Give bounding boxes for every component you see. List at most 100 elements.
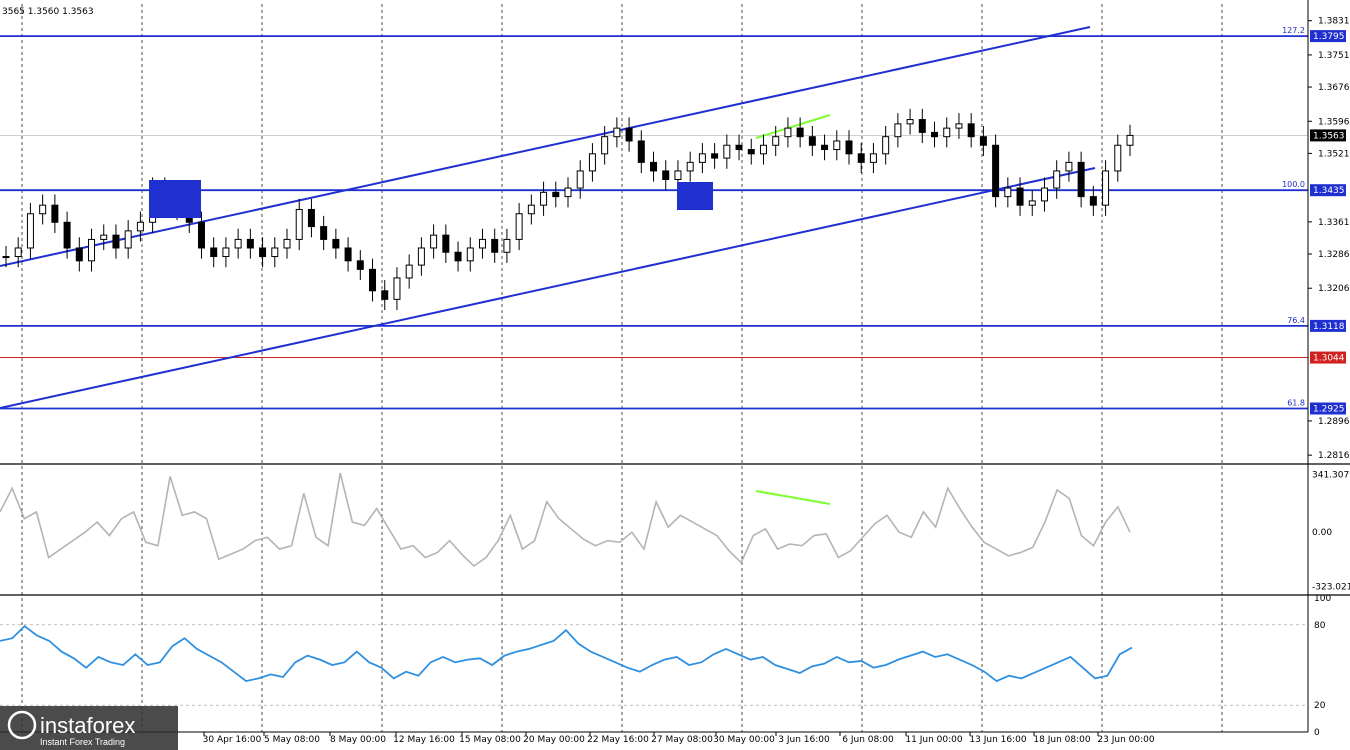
candle-body bbox=[430, 234, 438, 249]
candle-body bbox=[14, 247, 22, 258]
x-tick-label: 22 May 16:00 bbox=[587, 735, 649, 745]
fib-label: 61.8 bbox=[1287, 398, 1305, 407]
candle-body bbox=[735, 144, 743, 151]
level-tag-bg bbox=[1310, 402, 1346, 415]
y-tick-label: 1.3286 bbox=[1318, 250, 1350, 260]
x-tick-label: 23 Jun 00:00 bbox=[1097, 735, 1154, 745]
candle-body bbox=[75, 247, 83, 262]
channel-upper-line bbox=[0, 26, 1091, 267]
candle-body bbox=[625, 127, 633, 142]
candle-body bbox=[1016, 187, 1024, 206]
candle-body bbox=[454, 251, 462, 262]
y-axis: 1.3795 1.3435 1.3118 1.3044 1.2925 1.3563 1.38… bbox=[1308, 17, 1350, 738]
x-tick-label: 18 Jun 08:00 bbox=[1033, 735, 1090, 745]
candle-body bbox=[295, 208, 303, 240]
x-axis: 30 Apr 16:00 5 May 08:00 8 May 00:00 12 May… bbox=[203, 732, 1155, 745]
candle-body bbox=[478, 238, 486, 249]
candle-body bbox=[1114, 144, 1122, 172]
marker-box-right bbox=[677, 182, 713, 210]
candle-body bbox=[833, 140, 841, 151]
y-tick-label: 1.3831 bbox=[1318, 17, 1350, 27]
x-tick-label: 6 Jun 08:00 bbox=[842, 735, 894, 745]
candle-body bbox=[1028, 200, 1036, 206]
x-tick-label: 11 Jun 00:00 bbox=[905, 735, 962, 745]
candle-body bbox=[1004, 187, 1012, 198]
candle-body bbox=[564, 187, 572, 198]
level-tag: 1.2925 bbox=[1313, 404, 1345, 414]
candle-body bbox=[1102, 170, 1110, 206]
y-tick-label: 1.3751 bbox=[1318, 51, 1350, 61]
x-tick-label: 8 May 00:00 bbox=[330, 735, 386, 745]
candle-body bbox=[674, 170, 682, 180]
candle-body bbox=[894, 123, 902, 138]
candle-body bbox=[1077, 161, 1085, 198]
divergence-line-cci bbox=[755, 490, 831, 505]
candle-body bbox=[772, 136, 780, 146]
candle-body bbox=[210, 247, 218, 258]
cci-line bbox=[0, 472, 1131, 568]
candle-body bbox=[637, 140, 645, 163]
rsi-series bbox=[0, 624, 1308, 706]
candle-body bbox=[466, 247, 474, 262]
x-tick-label: 3 Jun 16:00 bbox=[778, 735, 830, 745]
candle-body bbox=[100, 234, 108, 240]
candle-body bbox=[918, 119, 926, 133]
fib-label: 76.4 bbox=[1287, 316, 1305, 325]
chart-frame bbox=[0, 0, 1350, 733]
candle-body bbox=[845, 140, 853, 155]
y-tick-label: 1.3676 bbox=[1318, 83, 1350, 93]
candle-body bbox=[992, 144, 1000, 198]
fib-label: 100.0 bbox=[1282, 180, 1305, 189]
candle-body bbox=[759, 144, 767, 155]
grid bbox=[21, 4, 1223, 732]
candle-body bbox=[1089, 196, 1097, 206]
watermark-logo: instaforex Instant Forex Trading bbox=[0, 706, 178, 750]
candle-body bbox=[515, 213, 523, 240]
candle-body bbox=[320, 226, 328, 240]
candle-body bbox=[307, 208, 315, 228]
candle-body bbox=[88, 238, 96, 262]
level-tag: 1.3795 bbox=[1313, 32, 1345, 42]
entry-markers bbox=[149, 180, 713, 218]
candle-body bbox=[1126, 134, 1134, 146]
candle-body bbox=[650, 161, 658, 172]
candle-body bbox=[222, 247, 230, 258]
candle-body bbox=[197, 221, 205, 249]
candle-body bbox=[246, 238, 254, 249]
candle-body bbox=[503, 238, 511, 253]
rsi-tick-label: 100 bbox=[1314, 594, 1331, 604]
candle-body bbox=[601, 136, 609, 155]
y-tick-label: 1.2816 bbox=[1318, 451, 1350, 461]
candle-body bbox=[686, 161, 694, 172]
horizontal-levels: 127.2 100.0 76.4 61.8 bbox=[0, 26, 1308, 410]
y-tick-label: 1.3521 bbox=[1318, 149, 1350, 159]
current-price-tag: 1.3563 bbox=[1313, 131, 1345, 141]
candle-body bbox=[527, 204, 535, 215]
candle-body bbox=[1053, 170, 1061, 189]
candle-body bbox=[723, 144, 731, 159]
candle-body bbox=[943, 127, 951, 138]
candle-body bbox=[857, 153, 865, 163]
trend-channel bbox=[0, 26, 1096, 505]
candle-body bbox=[369, 268, 377, 292]
level-tag-bg bbox=[1310, 184, 1346, 197]
x-tick-label: 30 May 00:00 bbox=[713, 735, 775, 745]
candle-body bbox=[2, 256, 10, 259]
ohlc-header: 3565 1.3560 1.3563 bbox=[2, 7, 94, 17]
candle-body bbox=[442, 234, 450, 253]
watermark-tagline: Instant Forex Trading bbox=[40, 737, 125, 747]
rsi-tick-label: 80 bbox=[1314, 621, 1326, 631]
candle-body bbox=[747, 149, 755, 155]
candle-body bbox=[283, 238, 291, 249]
cci-tick-label: 0.00 bbox=[1312, 528, 1332, 538]
candles bbox=[2, 108, 1134, 311]
candle-body bbox=[698, 153, 706, 163]
candle-body bbox=[259, 247, 267, 258]
y-tick-label: 1.2896 bbox=[1318, 417, 1350, 427]
candle-body bbox=[393, 277, 401, 300]
candle-body bbox=[63, 221, 71, 249]
candle-body bbox=[540, 191, 548, 206]
candle-body bbox=[808, 136, 816, 146]
candle-body bbox=[576, 170, 584, 189]
x-tick-label: 15 May 08:00 bbox=[459, 735, 521, 745]
